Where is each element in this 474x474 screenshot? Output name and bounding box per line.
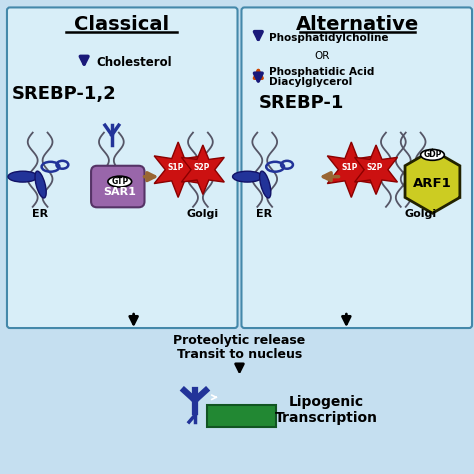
Text: ER: ER (32, 209, 48, 219)
Text: GDP: GDP (423, 150, 442, 159)
Polygon shape (154, 142, 202, 198)
Polygon shape (355, 145, 398, 194)
Ellipse shape (420, 149, 444, 160)
Text: SREBP-1,2: SREBP-1,2 (12, 84, 117, 102)
Ellipse shape (8, 171, 37, 182)
Text: S1P: S1P (341, 163, 357, 172)
Text: S2P: S2P (194, 163, 210, 172)
Text: Golgi: Golgi (187, 209, 219, 219)
FancyBboxPatch shape (7, 8, 237, 328)
Text: Phosphatidylcholine: Phosphatidylcholine (269, 33, 389, 43)
Bar (207, 405, 276, 427)
Text: Transit to nucleus: Transit to nucleus (177, 348, 302, 361)
Text: ER: ER (256, 209, 272, 219)
FancyBboxPatch shape (91, 166, 145, 207)
Text: Classical: Classical (74, 15, 169, 34)
Text: GTP: GTP (111, 177, 128, 186)
Text: OR: OR (314, 51, 329, 61)
Text: Proteolytic release: Proteolytic release (173, 334, 306, 347)
Text: Lipogenic
Transcription: Lipogenic Transcription (275, 395, 378, 425)
Ellipse shape (35, 171, 46, 198)
Text: Phosphatidic Acid: Phosphatidic Acid (269, 67, 374, 77)
Ellipse shape (108, 176, 132, 187)
Text: SAR1: SAR1 (103, 188, 136, 198)
Text: ARF1: ARF1 (413, 177, 452, 190)
Text: SREBP-1: SREBP-1 (259, 94, 345, 112)
Ellipse shape (260, 171, 271, 198)
Text: Cholesterol: Cholesterol (96, 56, 172, 69)
Polygon shape (182, 145, 224, 194)
Text: Alternative: Alternative (296, 15, 419, 34)
Text: Diacylglycerol: Diacylglycerol (269, 77, 353, 87)
Ellipse shape (233, 171, 262, 182)
Text: S2P: S2P (367, 163, 383, 172)
Polygon shape (405, 150, 460, 213)
Text: S1P: S1P (168, 163, 184, 172)
Text: Golgi: Golgi (404, 209, 437, 219)
Polygon shape (328, 142, 375, 198)
FancyBboxPatch shape (241, 8, 472, 328)
